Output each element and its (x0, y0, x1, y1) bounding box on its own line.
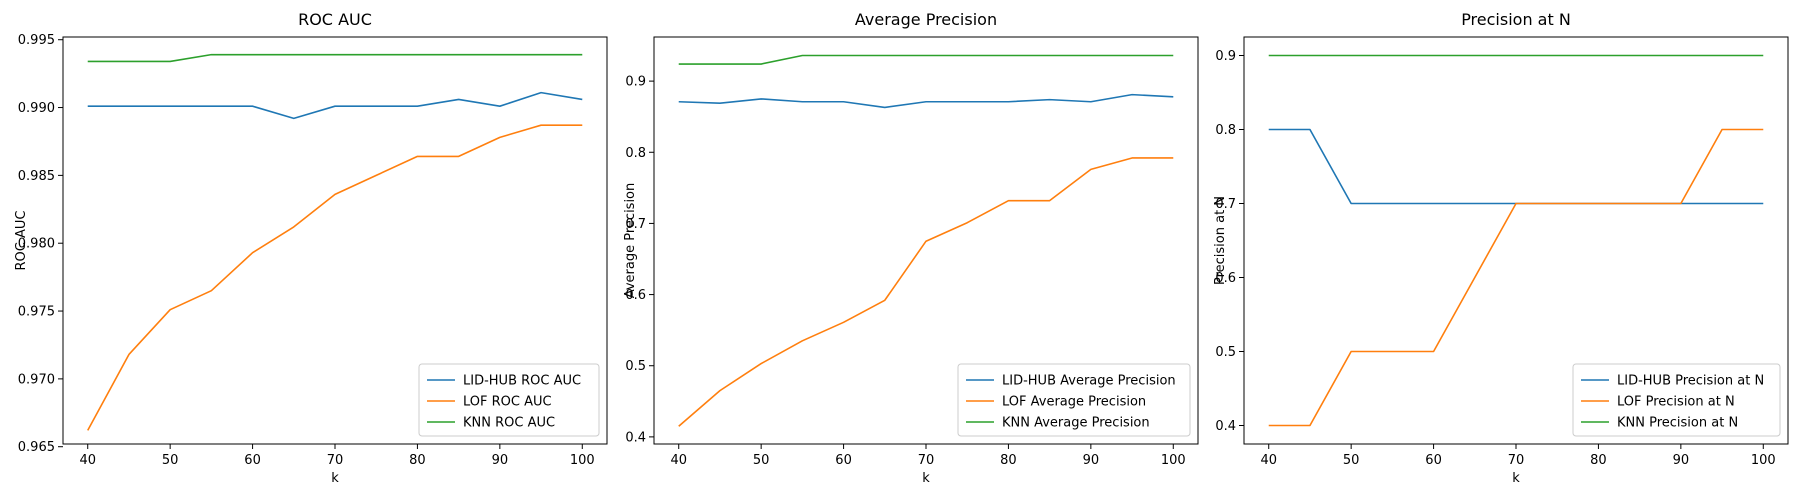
y-tick-label: 0.8 (1215, 123, 1236, 138)
x-axis-label: k (1512, 471, 1520, 486)
y-tick-label: 0.4 (1215, 419, 1236, 434)
x-tick-label: 70 (918, 453, 935, 468)
legend-box (418, 363, 600, 437)
x-tick-label: 60 (835, 453, 852, 468)
y-tick-label: 0.9 (625, 75, 646, 90)
legend-label: LID-HUB Average Precision (1002, 374, 1176, 389)
y-axis-label: Average Precision (623, 183, 638, 299)
y-tick-label: 0.7 (625, 217, 646, 232)
legend: LID-HUB ROC AUC LOF ROC AUC KNN ROC AUC (418, 363, 600, 437)
x-tick-label: 40 (670, 453, 687, 468)
x-tick-label: 100 (570, 453, 595, 468)
x-tick-label: 50 (753, 453, 770, 468)
y-axis-label: ROC AUC (14, 211, 29, 271)
y-axis-label: Precision at N (1213, 196, 1228, 285)
y-tick-label: 0.990 (18, 101, 55, 116)
y-tick-label: 0.7 (1215, 197, 1236, 212)
legend-label: LID-HUB Precision at N (1617, 374, 1764, 389)
series-line-lof (678, 157, 1174, 427)
x-tick-label: 100 (1751, 453, 1776, 468)
y-tick-label: 0.9 (1215, 49, 1236, 64)
x-tick-label: 90 (1083, 453, 1100, 468)
x-tick-label: 80 (1000, 453, 1017, 468)
plot-frame (62, 36, 608, 445)
chart-panel-3: Precision at N 40 50 60 70 80 90 100 0.4 0.5 0.6 0.… (1213, 10, 1789, 486)
y-tick-label: 0.6 (1215, 271, 1236, 286)
legend: LID-HUB Average Precision LOF Average Pre… (957, 363, 1191, 437)
legend-box (1572, 363, 1781, 437)
x-tick-label: 40 (1260, 453, 1277, 468)
x-tick-label: 70 (1508, 453, 1525, 468)
chart-title: Precision at N (1461, 10, 1571, 29)
x-tick-label: 100 (1161, 453, 1186, 468)
legend-label: LID-HUB ROC AUC (463, 374, 581, 389)
x-tick-label: 80 (409, 453, 426, 468)
legend-label: LOF Average Precision (1002, 395, 1146, 410)
series-line-lid-hub (87, 91, 583, 120)
y-tick-label: 0.5 (625, 359, 646, 374)
x-tick-label: 60 (1425, 453, 1442, 468)
y-tick-label: 0.975 (18, 305, 55, 320)
chart-panel-2: Average Precision 40 50 60 70 80 90 100 0.4 0.5 0.… (623, 10, 1199, 486)
legend-label: KNN Precision at N (1617, 416, 1738, 431)
y-tick-label: 0.6 (625, 288, 646, 303)
series-line-knn (87, 53, 583, 63)
series-line-lid-hub (1268, 128, 1764, 205)
legend-label: KNN ROC AUC (463, 416, 555, 431)
legend: LID-HUB Precision at N LOF Precision at N… (1572, 363, 1781, 437)
x-tick-label: 80 (1590, 453, 1607, 468)
plot-frame (653, 36, 1199, 445)
x-axis-label: k (331, 471, 339, 486)
x-tick-label: 60 (244, 453, 261, 468)
y-tick-label: 0.965 (18, 440, 55, 455)
y-tick-label: 0.5 (1215, 345, 1236, 360)
x-tick-label: 50 (1343, 453, 1360, 468)
legend-label: KNN Average Precision (1002, 416, 1150, 431)
x-tick-label: 40 (79, 453, 96, 468)
legend-label: LOF ROC AUC (463, 395, 552, 410)
x-axis-label: k (922, 471, 930, 486)
x-tick-label: 50 (162, 453, 179, 468)
y-tick-label: 0.985 (18, 169, 55, 184)
plot-frame (1243, 36, 1789, 445)
y-tick-label: 0.980 (18, 237, 55, 252)
chart-panel-1: ROC AUC 40 50 60 70 80 90 100 0.965 0.970 0.975 0.9… (14, 10, 608, 486)
y-tick-label: 0.995 (18, 33, 55, 48)
y-tick-label: 0.4 (625, 430, 646, 445)
x-tick-label: 70 (327, 453, 344, 468)
series-line-lof (1268, 128, 1764, 427)
y-tick-label: 0.970 (18, 372, 55, 387)
x-tick-label: 90 (492, 453, 509, 468)
y-tick-label: 0.8 (625, 146, 646, 161)
series-line-lof (87, 124, 583, 431)
series-line-lid-hub (678, 93, 1174, 109)
x-tick-label: 90 (1673, 453, 1690, 468)
series-line-knn (678, 54, 1174, 65)
legend-label: LOF Precision at N (1617, 395, 1735, 410)
chart-title: Average Precision (855, 10, 997, 29)
legend-box (957, 363, 1191, 437)
chart-title: ROC AUC (298, 10, 372, 29)
